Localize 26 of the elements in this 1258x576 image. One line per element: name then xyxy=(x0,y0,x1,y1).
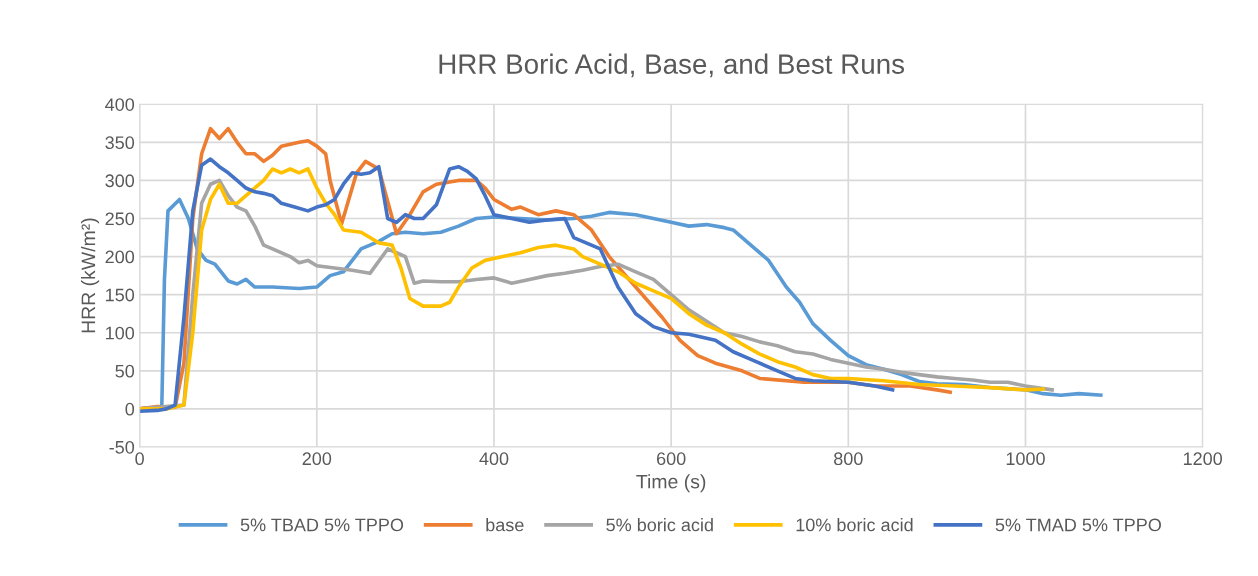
x-tick-label: 200 xyxy=(302,452,332,466)
y-tick-label: 0 xyxy=(125,402,135,416)
legend-label: base xyxy=(486,518,524,532)
y-tick-label: -50 xyxy=(109,440,135,454)
x-tick-label: 600 xyxy=(657,452,686,466)
x-tick-label: 0 xyxy=(135,452,144,466)
x-tick-label: 1200 xyxy=(1183,452,1223,466)
y-tick-label: 150 xyxy=(106,288,135,302)
y-tick-label: 200 xyxy=(105,250,135,264)
x-tick-label: 400 xyxy=(479,452,509,466)
y-axis-title: HRR (kW/m²) xyxy=(80,218,100,333)
x-axis-title: Time (s) xyxy=(636,474,706,493)
y-tick-label: 100 xyxy=(106,326,135,340)
legend-label: 5% boric acid xyxy=(606,518,713,532)
y-tick-label: 400 xyxy=(105,98,135,111)
legend-label: 5% TBAD 5% TPPO xyxy=(240,518,404,532)
line-series xyxy=(139,157,895,413)
x-tick-label: 800 xyxy=(834,452,863,466)
chart-title: HRR Boric Acid, Base, and Best Runs xyxy=(439,53,905,78)
y-tick-label: 50 xyxy=(115,364,135,378)
legend-label: 10% boric acid xyxy=(796,518,913,532)
x-tick-label: 1000 xyxy=(1006,452,1045,466)
y-tick-label: 250 xyxy=(105,212,135,226)
legend-label: 5% TMAD 5% TPPO xyxy=(995,518,1161,532)
y-tick-label: 350 xyxy=(105,136,135,150)
y-tick-label: 300 xyxy=(105,174,135,188)
